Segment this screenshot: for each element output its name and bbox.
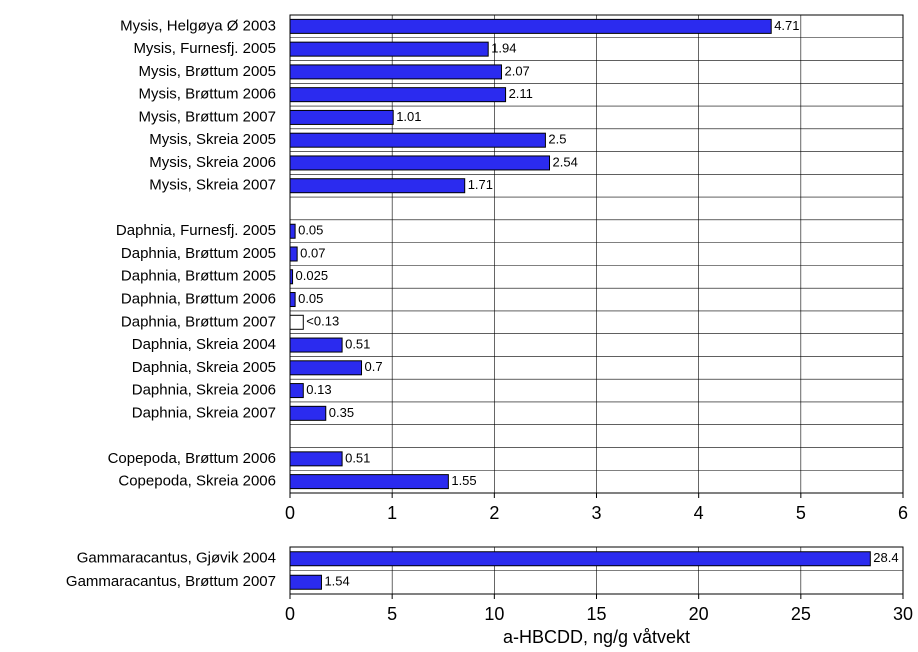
value-label: 0.07 [300, 245, 325, 260]
value-label: 0.13 [306, 382, 331, 397]
value-label: <0.13 [306, 314, 339, 329]
category-label: Daphnia, Skreia 2004 [132, 336, 276, 353]
bar [289, 87, 507, 103]
category-label: Mysis, Furnesfj. 2005 [133, 40, 276, 57]
x-tick-label: 0 [285, 604, 295, 624]
category-label: Gammaracantus, Gjøvik 2004 [77, 550, 276, 567]
value-label: 1.55 [451, 473, 476, 488]
value-label: 2.07 [504, 63, 529, 78]
category-label: Daphnia, Skreia 2006 [132, 382, 276, 399]
category-label: Mysis, Skreia 2007 [149, 177, 276, 194]
value-label: 1.71 [468, 177, 493, 192]
category-label: Daphnia, Brøttum 2005 [121, 268, 276, 285]
x-tick-label: 10 [484, 604, 504, 624]
bar [289, 360, 363, 376]
bar [289, 292, 296, 308]
category-label: Daphnia, Furnesfj. 2005 [116, 222, 276, 239]
value-label: 2.5 [548, 132, 566, 147]
bar [289, 269, 294, 285]
category-label: Mysis, Brøttum 2005 [138, 63, 276, 80]
x-tick-label: 30 [893, 604, 913, 624]
value-label: 1.01 [396, 109, 421, 124]
value-label: 2.54 [553, 154, 578, 169]
value-label: 0.51 [345, 336, 370, 351]
bar [289, 109, 394, 125]
x-tick-label: 20 [689, 604, 709, 624]
value-label: 2.11 [509, 86, 533, 101]
value-label: 0.51 [345, 450, 370, 465]
value-label: 4.71 [774, 18, 799, 33]
value-label: 0.35 [329, 405, 354, 420]
x-tick-label: 4 [694, 503, 704, 523]
category-label: Mysis, Brøttum 2006 [138, 86, 276, 103]
bar [289, 64, 502, 80]
bar [289, 18, 772, 34]
bar [289, 178, 466, 194]
category-label: Daphnia, Skreia 2007 [132, 404, 276, 421]
category-label: Daphnia, Brøttum 2007 [121, 313, 276, 330]
x-tick-label: 2 [489, 503, 499, 523]
bar [289, 383, 304, 399]
value-label: 0.05 [298, 291, 323, 306]
category-label: Copepoda, Brøttum 2006 [108, 450, 276, 467]
x-tick-label: 5 [387, 604, 397, 624]
category-label: Mysis, Skreia 2006 [149, 154, 276, 171]
x-tick-label: 1 [387, 503, 397, 523]
bar [289, 451, 343, 467]
bar [289, 574, 322, 590]
value-label: 0.05 [298, 223, 323, 238]
x-tick-label: 5 [796, 503, 806, 523]
value-label: 28.4 [873, 550, 898, 565]
category-label: Mysis, Helgøya Ø 2003 [120, 17, 276, 34]
bar [289, 246, 298, 262]
bar [289, 337, 343, 353]
category-label: Daphnia, Brøttum 2006 [121, 290, 276, 307]
bar [289, 474, 449, 490]
bar [289, 132, 546, 148]
bar [289, 551, 871, 567]
value-label: 0.7 [365, 359, 383, 374]
x-tick-label: 3 [591, 503, 601, 523]
bar [289, 223, 296, 239]
x-tick-label: 6 [898, 503, 908, 523]
bar [289, 405, 327, 421]
x-tick-label: 25 [791, 604, 811, 624]
value-label: 1.54 [324, 574, 349, 589]
category-label: Gammaracantus, Brøttum 2007 [66, 573, 276, 590]
bar [289, 155, 551, 171]
x-axis-label: a-HBCDD, ng/g våtvekt [503, 627, 690, 647]
category-label: Daphnia, Brøttum 2005 [121, 245, 276, 262]
x-tick-label: 0 [285, 503, 295, 523]
value-label: 0.025 [296, 268, 329, 283]
category-label: Mysis, Brøttum 2007 [138, 108, 276, 125]
bar [289, 314, 304, 330]
category-label: Daphnia, Skreia 2005 [132, 359, 276, 376]
category-label: Copepoda, Skreia 2006 [118, 473, 276, 490]
value-label: 1.94 [491, 41, 516, 56]
x-tick-label: 15 [586, 604, 606, 624]
category-label: Mysis, Skreia 2005 [149, 131, 276, 148]
bar [289, 41, 489, 57]
